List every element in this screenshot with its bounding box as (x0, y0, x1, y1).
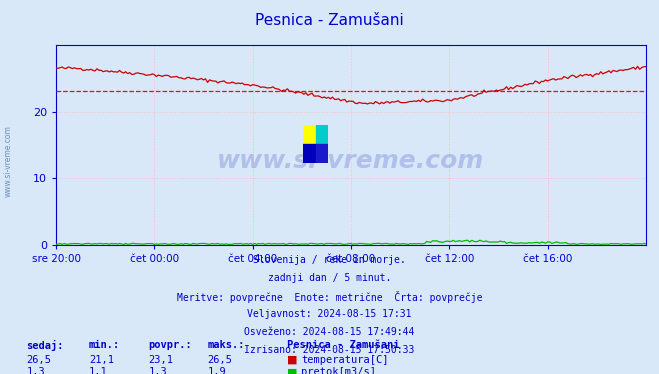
Bar (316, 144, 328, 163)
Bar (316, 125, 328, 144)
Text: Izrisano: 2024-08-15 17:50:33: Izrisano: 2024-08-15 17:50:33 (244, 345, 415, 355)
Text: maks.:: maks.: (208, 340, 245, 350)
Bar (303, 125, 316, 144)
Text: 1,3: 1,3 (148, 367, 167, 374)
Text: www.si-vreme.com: www.si-vreme.com (217, 149, 484, 173)
Text: Osveženo: 2024-08-15 17:49:44: Osveženo: 2024-08-15 17:49:44 (244, 327, 415, 337)
Text: 23,1: 23,1 (148, 355, 173, 365)
Text: sedaj:: sedaj: (26, 340, 64, 350)
Text: 1,9: 1,9 (208, 367, 226, 374)
Text: Pesnica - Zamušani: Pesnica - Zamušani (255, 13, 404, 28)
Text: 1,1: 1,1 (89, 367, 107, 374)
Text: www.si-vreme.com: www.si-vreme.com (4, 125, 13, 197)
Text: pretok[m3/s]: pretok[m3/s] (301, 367, 376, 374)
Text: Meritve: povprečne  Enote: metrične  Črta: povprečje: Meritve: povprečne Enote: metrične Črta:… (177, 291, 482, 303)
Text: ■: ■ (287, 355, 297, 365)
Text: Veljavnost: 2024-08-15 17:31: Veljavnost: 2024-08-15 17:31 (247, 309, 412, 319)
Text: 26,5: 26,5 (208, 355, 233, 365)
Text: ■: ■ (287, 367, 297, 374)
Text: 21,1: 21,1 (89, 355, 114, 365)
Text: 1,3: 1,3 (26, 367, 45, 374)
Text: min.:: min.: (89, 340, 120, 350)
Bar (303, 144, 316, 163)
Text: temperatura[C]: temperatura[C] (301, 355, 389, 365)
Text: zadnji dan / 5 minut.: zadnji dan / 5 minut. (268, 273, 391, 283)
Text: Slovenija / reke in morje.: Slovenija / reke in morje. (253, 255, 406, 265)
Text: Pesnica - Zamušani: Pesnica - Zamušani (287, 340, 399, 350)
Text: 26,5: 26,5 (26, 355, 51, 365)
Text: povpr.:: povpr.: (148, 340, 192, 350)
